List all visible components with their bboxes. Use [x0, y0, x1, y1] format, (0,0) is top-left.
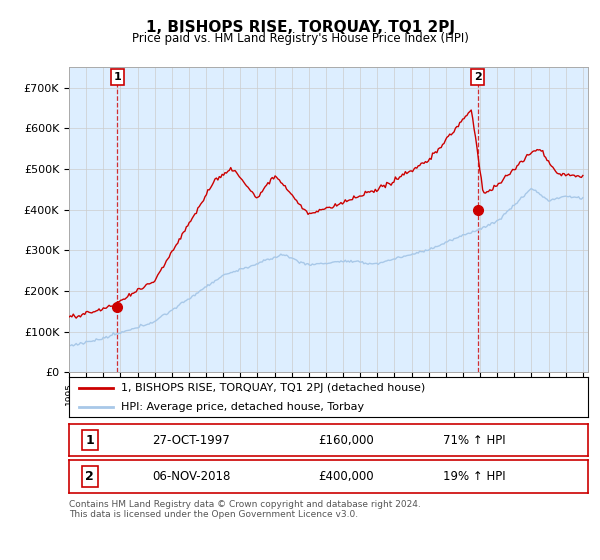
- Text: 2: 2: [473, 72, 481, 82]
- Text: 2: 2: [85, 470, 94, 483]
- Text: £160,000: £160,000: [318, 433, 374, 447]
- Text: Contains HM Land Registry data © Crown copyright and database right 2024.
This d: Contains HM Land Registry data © Crown c…: [69, 500, 421, 519]
- Text: 1: 1: [85, 433, 94, 447]
- Text: 71% ↑ HPI: 71% ↑ HPI: [443, 433, 505, 447]
- Text: 1: 1: [113, 72, 121, 82]
- Text: 19% ↑ HPI: 19% ↑ HPI: [443, 470, 505, 483]
- Text: 1, BISHOPS RISE, TORQUAY, TQ1 2PJ: 1, BISHOPS RISE, TORQUAY, TQ1 2PJ: [146, 20, 455, 35]
- Text: 1, BISHOPS RISE, TORQUAY, TQ1 2PJ (detached house): 1, BISHOPS RISE, TORQUAY, TQ1 2PJ (detac…: [121, 383, 425, 393]
- Text: £400,000: £400,000: [318, 470, 374, 483]
- Text: Price paid vs. HM Land Registry's House Price Index (HPI): Price paid vs. HM Land Registry's House …: [131, 32, 469, 45]
- Text: HPI: Average price, detached house, Torbay: HPI: Average price, detached house, Torb…: [121, 402, 364, 412]
- Text: 27-OCT-1997: 27-OCT-1997: [152, 433, 230, 447]
- Text: 06-NOV-2018: 06-NOV-2018: [152, 470, 230, 483]
